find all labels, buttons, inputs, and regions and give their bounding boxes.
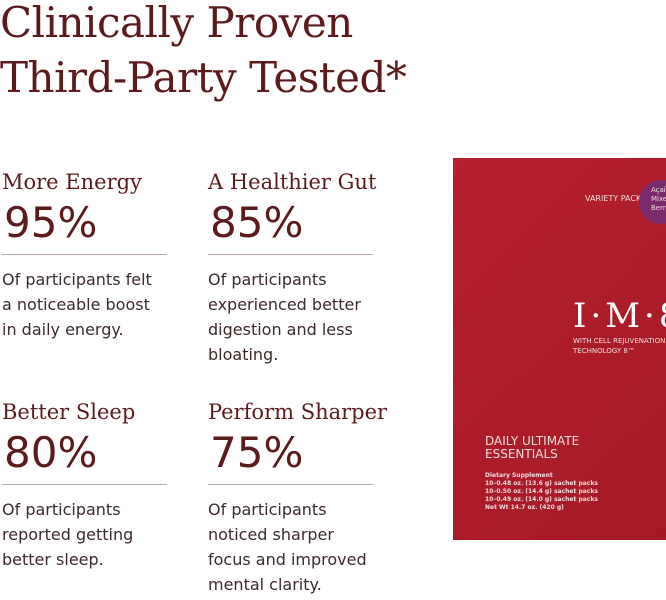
text-line: TECHNOLOGY 8™	[573, 347, 635, 355]
stat-value: 80%	[4, 428, 98, 477]
stat-value: 85%	[210, 198, 304, 247]
description-line: bloating.	[208, 345, 279, 364]
flavor: AçaíMixedBerries	[651, 186, 666, 213]
stat: Perform Sharper 75% Of participants noticed…	[208, 400, 388, 597]
tech: WITH CELL REJUVENATION TECHNOLOGY 8™	[573, 336, 665, 356]
description-line: digestion and less	[208, 320, 353, 339]
divider	[2, 484, 167, 485]
stat-value: 75%	[210, 428, 304, 477]
text-line: 10–0.48 oz. (13.6 g) sachet packs	[485, 480, 598, 487]
text-line: Dietary Supplement	[485, 472, 553, 479]
stat: Better Sleep 80% Of participants reported g…	[2, 400, 177, 572]
description-line: noticed sharper	[208, 525, 334, 544]
description-line: Of participants	[208, 270, 327, 289]
description-line: mental clarity.	[208, 575, 322, 594]
description-line: Of participants felt	[2, 270, 152, 289]
stat-label: Perform Sharper	[208, 400, 388, 424]
brand: I·M·8	[573, 296, 666, 336]
stat-description: Of participants reported getting better sl…	[2, 497, 177, 572]
text-line: 10–0.49 oz. (14.0 g) sachet packs	[485, 496, 598, 503]
description-line: focus and improved	[208, 550, 367, 569]
description-line: reported getting	[2, 525, 134, 544]
text-line: ESSENTIALS	[485, 447, 558, 461]
divider	[2, 254, 167, 255]
description-line: Of participants	[208, 500, 327, 519]
pack: VARIETY PACK	[585, 194, 642, 203]
divider	[208, 484, 373, 485]
stat-label: Better Sleep	[2, 400, 136, 424]
text-line: WITH CELL REJUVENATION	[573, 337, 666, 345]
text-line: Açaí	[651, 186, 666, 194]
description-line: Of participants	[2, 500, 121, 519]
stat-label: A Healthier Gut	[208, 170, 377, 194]
text-line: Mixed	[651, 195, 666, 203]
title-line: Clinically Proven	[0, 0, 353, 47]
stat-description: Of participants felt a noticeable boost in…	[2, 267, 177, 342]
divider	[208, 254, 373, 255]
product-box: VARIETY PACK AçaíMixedBerries I·M·8 WITH…	[453, 158, 666, 540]
details: Dietary Supplement 10–0.48 oz. (13.6 g) s…	[485, 472, 598, 512]
stat: More Energy 95% Of participants felt a noti…	[2, 170, 177, 342]
stat-description: Of participants noticed sharper focus and …	[208, 497, 383, 597]
text-line: Berries	[651, 204, 666, 212]
description-line: a noticeable boost	[2, 295, 150, 314]
description-line: experienced better	[208, 295, 361, 314]
stat-label: More Energy	[2, 170, 142, 194]
text-line: 10–0.50 oz. (14.4 g) sachet packs	[485, 488, 598, 495]
stat-description: Of participants experienced better digesti…	[208, 267, 383, 367]
text-line: Net Wt 14.7 oz. (420 g)	[485, 504, 564, 511]
description-line: in daily energy.	[2, 320, 124, 339]
product-name: DAILY ULTIMATE ESSENTIALS	[485, 435, 579, 461]
title-line: Third-Party Tested*	[0, 53, 407, 102]
stat: A Healthier Gut 85% Of participants experie…	[208, 170, 383, 367]
description-line: better sleep.	[2, 550, 104, 569]
text-line: DAILY ULTIMATE	[485, 434, 580, 448]
stat-value: 95%	[4, 198, 98, 247]
